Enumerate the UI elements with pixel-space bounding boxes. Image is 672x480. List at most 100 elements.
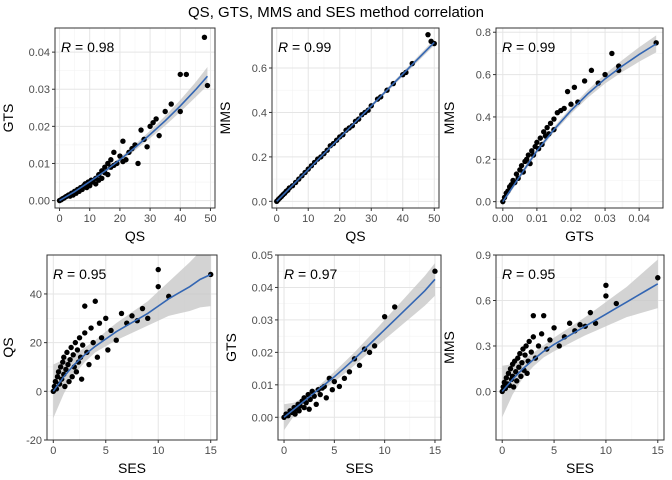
x-tick-label: 5 [331,445,337,457]
data-point [86,361,92,368]
data-point [155,283,161,290]
y-tick-label: 0.3 [476,341,491,353]
data-point [432,268,438,274]
data-point [507,366,514,372]
y-tick-label: 0.03 [29,84,50,96]
data-point [111,149,117,156]
x-tick-label: 5 [103,445,109,457]
data-point [144,144,150,150]
x-tick-label: 30 [144,213,156,225]
data-point [331,378,338,385]
fit-line [501,283,659,392]
x-axis-title: QS [345,228,365,244]
data-point [541,312,547,319]
data-point [105,160,111,167]
confidence-band [502,259,658,418]
panel-6: 0 5 10 15 0.0 0.3 0.6 0.9 R = 0.95 SES MMS [441,250,665,476]
panel-border [277,254,442,441]
y-tick-label: 0.9 [476,250,491,262]
data-point [561,105,567,112]
data-point [609,50,615,57]
data-point [123,157,129,163]
data-point [57,364,64,370]
data-point [581,78,588,84]
data-point [113,337,119,343]
data-point [346,369,353,375]
data-point [313,401,319,407]
x-tick-label: 0.01 [526,213,547,225]
fit-line [502,43,657,203]
data-point [566,320,573,326]
data-point [177,108,183,115]
x-tick-label: 30 [365,213,377,225]
y-tick-label: 0.01 [252,380,273,392]
data-point [336,383,343,390]
data-point [524,370,530,376]
data-point [102,164,108,170]
y-tick-label: 0.0 [476,197,491,209]
data-point [503,375,510,381]
figure-title: QS, GTS, MMS and SES method correlation [188,4,484,21]
x-tick-label: 0 [50,445,56,457]
x-tick-label: 20 [334,213,346,225]
data-point [537,135,544,141]
data-point [60,359,66,365]
data-point [522,352,528,358]
data-point [92,298,98,304]
data-point [63,366,69,373]
x-tick-label: 5 [551,445,557,457]
data-point [61,354,67,360]
x-axis-title: QS [125,228,145,244]
data-point [68,344,74,351]
data-point [514,378,520,384]
x-tick-label: 0.02 [560,213,581,225]
data-point [88,325,94,331]
x-tick-label: 0.03 [594,213,615,225]
confidence-band [502,35,657,204]
y-tick-label: 0.03 [252,315,273,327]
y-tick-label: 0.01 [29,158,50,170]
x-axis-title: SES [118,460,146,476]
y-axis-title: GTS [0,104,16,133]
x-tick-label: 10 [379,445,391,457]
panel-4: 0 5 10 15 -20 0 20 40 R = 0.95 SES QS [0,254,218,476]
data-point [77,354,84,360]
y-axis-title: MMS [441,102,457,135]
data-point [381,313,388,320]
data-point [70,352,76,358]
data-point [523,156,530,162]
data-point [99,175,105,182]
fit-line [59,75,209,202]
data-point [292,411,298,417]
y-tick-label: 0.2 [252,152,267,164]
x-tick-label: 40 [397,213,409,225]
data-point [519,359,525,366]
x-tick-label: 50 [428,213,440,225]
x-tick-label: 10 [84,213,96,225]
data-point [98,335,105,341]
data-point [547,120,554,126]
y-tick-label: 0.00 [252,412,273,424]
data-point [55,369,62,375]
y-axis-title: MMS [217,102,233,135]
data-point [117,153,123,159]
x-tick-label: 40 [174,213,186,225]
data-point [516,364,522,370]
panel-border [495,27,664,209]
data-point [513,171,520,177]
data-point [541,129,547,135]
x-tick-label: 0.04 [628,213,649,225]
y-tick-label: 0.4 [252,107,267,119]
panel-border [271,27,440,209]
data-point [517,350,523,357]
data-point [530,312,537,319]
data-point [547,337,553,343]
data-point [69,374,75,380]
data-point [108,157,114,163]
y-tick-label: 0.02 [29,121,50,133]
data-point [65,361,71,368]
y-tick-label: 0 [36,386,42,398]
data-point [515,355,521,361]
data-point [87,183,93,189]
data-point [571,84,578,90]
